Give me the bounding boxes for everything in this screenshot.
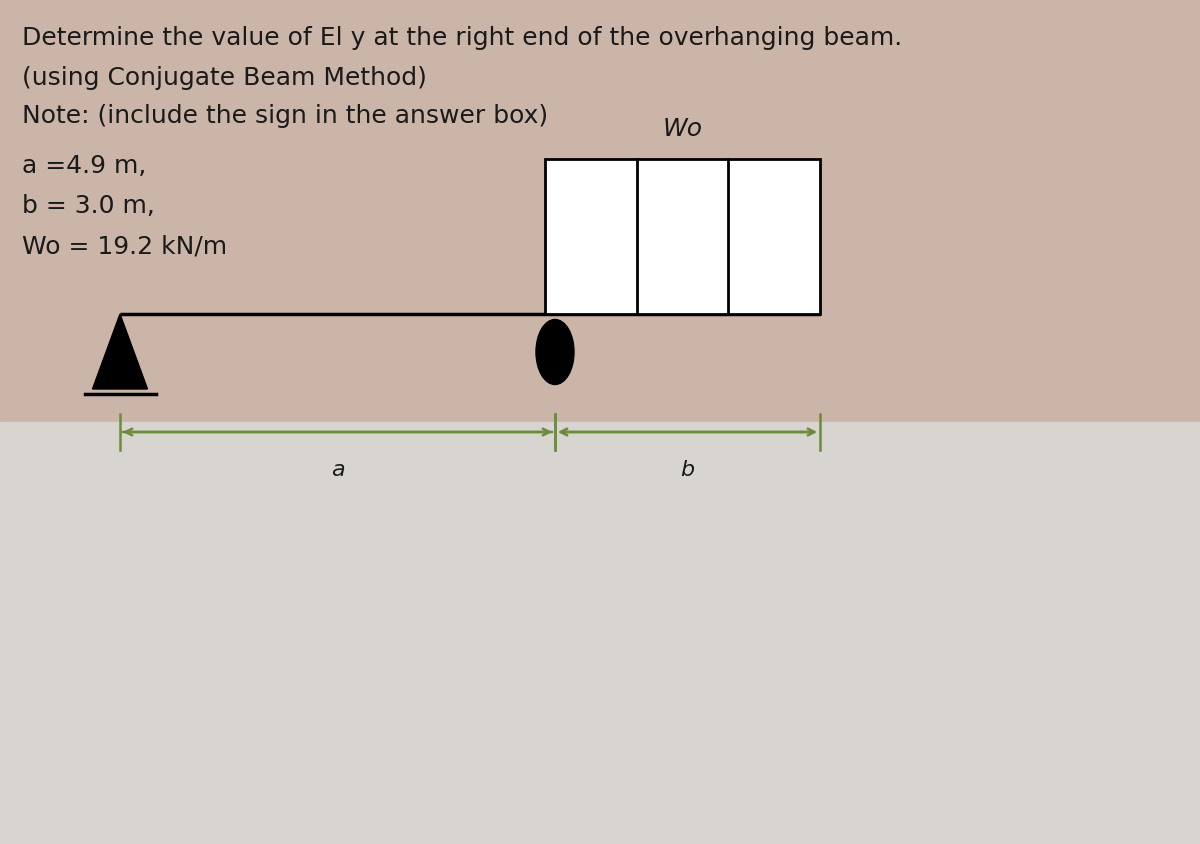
- Text: a: a: [331, 460, 344, 480]
- Text: Note: (include the sign in the answer box): Note: (include the sign in the answer bo…: [22, 104, 548, 128]
- Text: b: b: [680, 460, 695, 480]
- Bar: [0, 422, 1200, 844]
- Text: Wo: Wo: [662, 117, 702, 141]
- Bar: [545, 159, 820, 314]
- Text: (using Conjugate Beam Method): (using Conjugate Beam Method): [22, 66, 427, 90]
- Text: a =4.9 m,: a =4.9 m,: [22, 154, 146, 178]
- Text: b = 3.0 m,: b = 3.0 m,: [22, 194, 155, 218]
- Text: Wo = 19.2 kN/m: Wo = 19.2 kN/m: [22, 234, 227, 258]
- Bar: [0, 0, 1200, 422]
- Polygon shape: [92, 314, 148, 389]
- Ellipse shape: [536, 320, 574, 385]
- Text: Determine the value of El y at the right end of the overhanging beam.: Determine the value of El y at the right…: [22, 26, 902, 50]
